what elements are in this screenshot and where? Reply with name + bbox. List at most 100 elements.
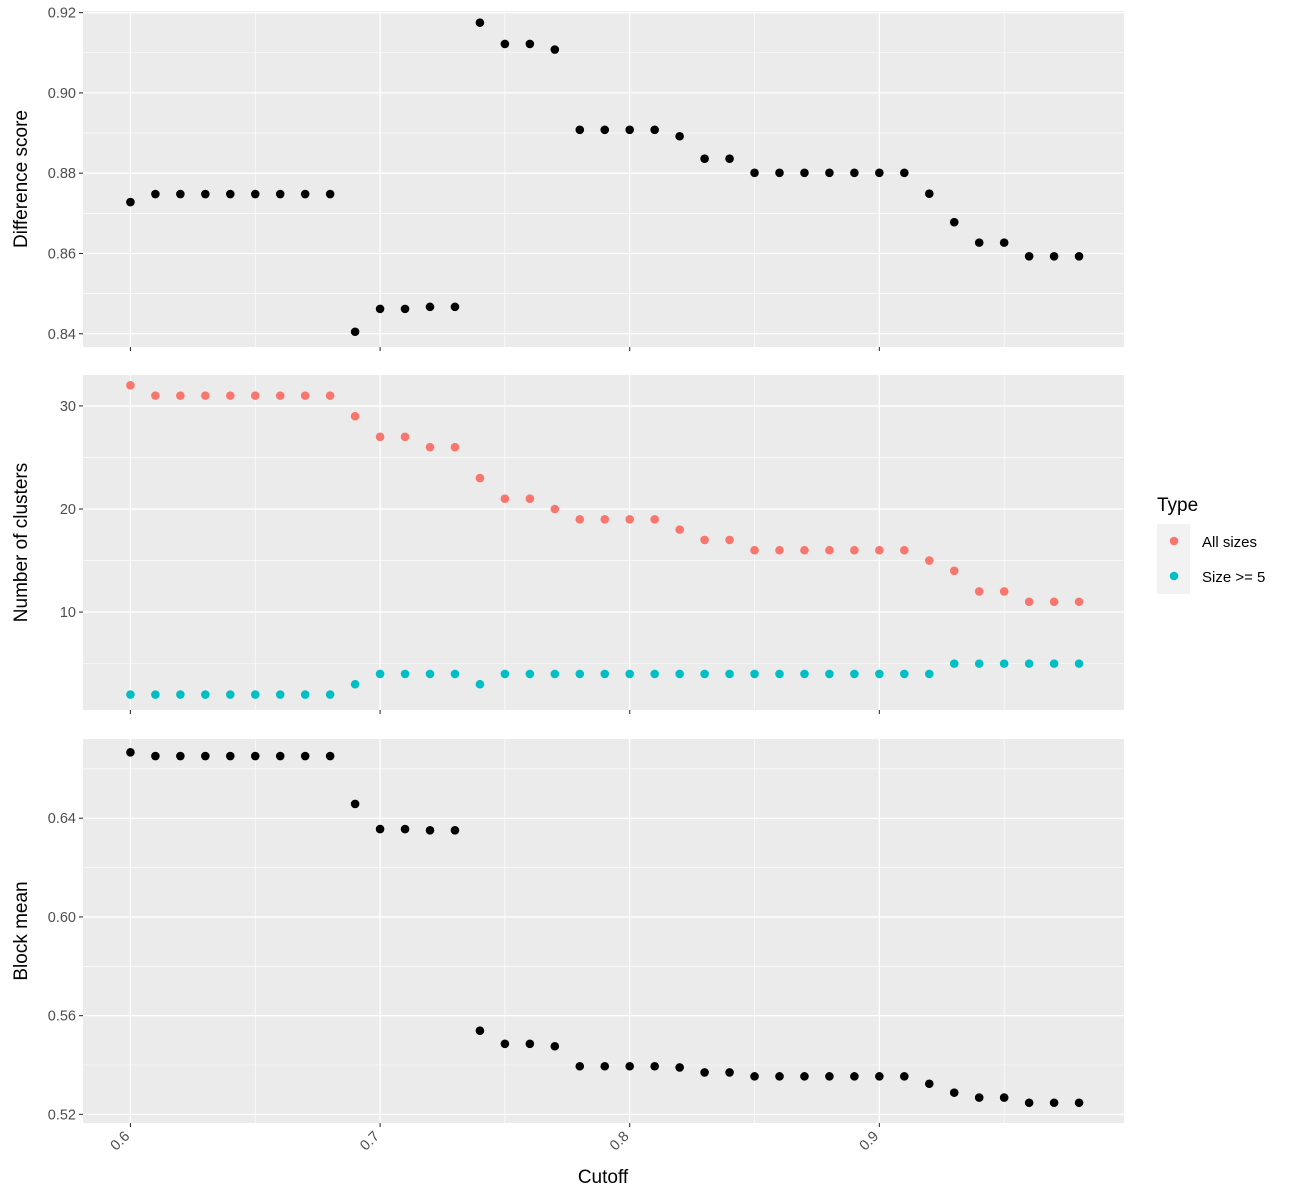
data-point <box>1074 251 1084 261</box>
x-tick-label: 0.7 <box>357 1129 383 1155</box>
data-point <box>176 690 185 699</box>
y-tick-label: 0.90 <box>48 86 76 102</box>
y-tick-label: 0.84 <box>48 327 76 343</box>
data-point <box>1024 597 1034 607</box>
data-point <box>225 189 235 199</box>
data-point <box>600 515 610 524</box>
data-point <box>525 1039 535 1049</box>
data-point <box>375 304 385 314</box>
data-point <box>775 168 784 178</box>
data-point <box>949 217 959 227</box>
data-point <box>350 799 360 809</box>
data-point <box>800 168 809 178</box>
data-point <box>425 826 435 835</box>
data-point <box>825 545 834 555</box>
x-tick-label: 0.9 <box>857 1129 883 1155</box>
data-point <box>151 189 160 199</box>
data-point <box>300 751 310 761</box>
y-axis-title: Number of clusters <box>11 463 32 622</box>
data-point <box>500 39 510 49</box>
data-point <box>176 751 185 761</box>
data-point <box>949 1088 959 1097</box>
data-point <box>600 1061 610 1071</box>
data-point <box>375 824 385 834</box>
data-point <box>875 1072 884 1081</box>
data-point <box>700 1068 709 1077</box>
data-point <box>900 168 909 178</box>
data-point <box>151 690 160 699</box>
data-point <box>450 669 460 679</box>
data-point <box>999 238 1009 247</box>
data-point <box>151 751 160 761</box>
data-point <box>176 189 185 199</box>
data-point <box>1074 597 1084 607</box>
legend-label-size-5: Size >= 5 <box>1202 569 1265 586</box>
legend-title: Type <box>1157 495 1198 516</box>
data-point <box>525 494 535 503</box>
data-point <box>325 751 335 761</box>
data-point <box>800 669 809 679</box>
data-point <box>924 669 934 679</box>
data-point <box>325 690 335 699</box>
data-point <box>1024 1098 1034 1108</box>
data-point <box>275 391 285 400</box>
data-point <box>725 535 734 545</box>
x-tick-label: 0.6 <box>108 1129 134 1155</box>
data-point <box>600 669 610 679</box>
data-point <box>350 411 360 421</box>
data-point <box>949 566 959 576</box>
data-point <box>400 669 410 679</box>
data-point <box>375 669 385 679</box>
data-point <box>400 304 410 314</box>
data-point <box>625 1061 635 1071</box>
data-point <box>700 154 709 164</box>
y-tick-label: 30 <box>60 399 76 415</box>
panel-difference-score: 0.84 0.86 0.88 0.90 0.92 Difference score <box>11 6 1124 351</box>
y-tick-label: 10 <box>60 605 76 621</box>
data-point <box>475 1026 485 1036</box>
data-point <box>300 690 310 699</box>
data-point <box>550 1041 560 1051</box>
data-point <box>999 1093 1009 1102</box>
data-point <box>450 442 460 452</box>
data-point <box>225 690 235 699</box>
data-point <box>775 1072 784 1081</box>
series-points <box>126 748 1084 1108</box>
data-point <box>500 494 510 503</box>
data-point <box>325 189 335 199</box>
data-point <box>250 751 260 761</box>
y-tick-label: 0.56 <box>48 1009 76 1025</box>
data-point <box>1024 659 1034 668</box>
panel-number-of-clusters: 10 20 30 Number of clusters <box>11 375 1124 714</box>
data-point <box>126 748 135 757</box>
data-point <box>400 824 410 834</box>
data-point <box>750 1072 759 1081</box>
data-point <box>550 504 560 514</box>
data-point <box>1049 251 1059 261</box>
panel-block-mean: 0.52 0.56 0.60 0.64 Block mean <box>11 739 1124 1127</box>
data-point <box>475 18 485 27</box>
data-point <box>775 545 784 555</box>
series-all-sizes <box>126 381 1084 607</box>
data-point <box>825 1072 834 1081</box>
data-point <box>575 1061 585 1071</box>
data-point <box>250 690 260 699</box>
data-point <box>1074 1098 1084 1108</box>
data-point <box>300 391 310 400</box>
data-point <box>775 669 784 679</box>
data-point <box>201 391 210 400</box>
data-point <box>201 751 210 761</box>
data-point <box>475 473 485 483</box>
y-tick-label: 0.52 <box>48 1107 76 1123</box>
legend-key-size-5-dot <box>1169 571 1179 581</box>
data-point <box>999 587 1009 596</box>
data-point <box>974 238 984 247</box>
data-point <box>1049 597 1059 607</box>
x-axis-title: Cutoff <box>578 1167 629 1188</box>
data-point <box>700 669 709 679</box>
data-point <box>201 690 210 699</box>
y-tick-label: 0.92 <box>48 6 76 22</box>
data-point <box>725 1068 734 1077</box>
data-point <box>850 669 859 679</box>
data-point <box>1024 251 1034 261</box>
